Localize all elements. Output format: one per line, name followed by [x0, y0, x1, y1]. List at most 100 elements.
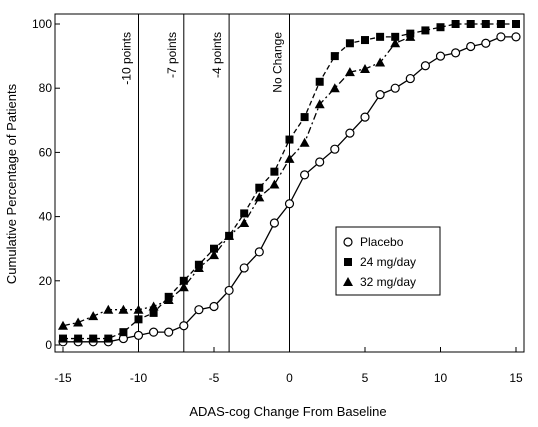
y-tick-label: 0: [45, 338, 52, 352]
32mg-point: [390, 38, 401, 48]
y-tick-label: 80: [39, 81, 53, 95]
32mg-point: [73, 317, 84, 327]
x-tick-label: 15: [509, 371, 523, 385]
24mg-point: [466, 20, 475, 28]
placebo-point: [254, 247, 264, 257]
24mg-point: [270, 167, 279, 176]
32mg-point: [178, 282, 189, 292]
32mg-point: [344, 67, 355, 77]
x-tick-label: 10: [434, 371, 448, 385]
x-tick-label: 0: [286, 371, 293, 385]
x-tick-label: -10: [130, 371, 148, 385]
y-tick-label: 60: [39, 145, 53, 159]
24mg-point: [74, 334, 83, 343]
placebo-point: [451, 48, 461, 58]
placebo-point: [345, 128, 355, 138]
reference-line-label: -4 points: [210, 32, 224, 78]
y-tick-label: 100: [32, 17, 52, 31]
24mg-point: [481, 20, 490, 28]
placebo-point: [390, 83, 400, 93]
placebo-point: [209, 301, 219, 312]
placebo-point: [315, 157, 325, 167]
placebo-point: [343, 237, 353, 247]
32mg-point: [343, 277, 353, 286]
reference-line-label: -10 points: [120, 32, 134, 85]
32mg-point: [163, 295, 174, 305]
32mg-point: [284, 153, 295, 163]
24mg-point: [300, 113, 309, 122]
32mg-point: [148, 301, 159, 311]
x-tick-label: 5: [362, 371, 369, 385]
24mg-point: [149, 308, 158, 317]
reference-lines: -10 points -7 points -4 points No Change: [120, 14, 290, 352]
24mg-point: [59, 334, 67, 343]
24mg-point: [344, 258, 352, 266]
legend-label: Placebo: [360, 235, 404, 249]
placebo-point: [164, 327, 174, 337]
24mg-point: [89, 334, 98, 343]
24mg-point: [512, 20, 520, 28]
32mg-point: [103, 304, 114, 314]
32mg-point: [209, 250, 219, 260]
32mg-point: [133, 304, 144, 314]
y-tick-label: 40: [39, 210, 53, 224]
y-axis-title: Cumulative Percentage of Patients: [4, 83, 19, 284]
24mg-point: [376, 32, 385, 41]
placebo-point: [435, 51, 446, 61]
24mg-point: [134, 315, 143, 324]
24mg-point: [285, 135, 294, 144]
32mg-point: [118, 304, 129, 314]
x-tick-label: -5: [209, 371, 220, 385]
placebo-point: [466, 41, 476, 52]
x-axis-title: ADAS-cog Change From Baseline: [189, 404, 386, 419]
24mg-point: [421, 26, 430, 35]
legend-label: 24 mg/day: [360, 255, 416, 269]
axis-ticks: -15 -10 -5 0 5 10 15 0 20 40 60 80 100: [32, 17, 523, 385]
24mg-point: [496, 20, 505, 28]
legend-box: [335, 226, 441, 296]
32mg-point: [58, 320, 68, 330]
placebo-point: [149, 327, 159, 337]
placebo-point: [405, 73, 415, 84]
placebo-point: [420, 61, 430, 71]
y-tick-label: 20: [39, 274, 53, 288]
series-markers: [58, 20, 521, 347]
24mg-point: [240, 209, 249, 218]
x-tick-label: -15: [54, 371, 72, 385]
24mg-point: [330, 52, 339, 61]
32mg-point: [224, 230, 235, 240]
placebo-point: [194, 305, 204, 315]
placebo-point: [269, 218, 279, 228]
24mg-point: [361, 36, 369, 45]
placebo-point: [224, 285, 234, 296]
24mg-point: [255, 183, 264, 192]
placebo-point: [300, 170, 310, 180]
placebo-point: [284, 199, 295, 209]
32mg-point: [254, 192, 265, 202]
24mg-point: [104, 334, 113, 343]
legend: Placebo 24 mg/day 32 mg/day: [335, 226, 441, 296]
placebo-point: [360, 112, 370, 122]
32mg-point: [299, 137, 310, 147]
32mg-point: [88, 311, 99, 321]
32mg-point: [269, 179, 280, 189]
placebo-point: [330, 144, 340, 154]
32mg-point: [360, 63, 370, 73]
32mg-point: [314, 99, 325, 109]
24mg-point: [451, 20, 460, 28]
24mg-point: [119, 328, 128, 337]
24mg-point: [436, 23, 445, 32]
32mg-point: [193, 262, 204, 272]
placebo-point: [179, 321, 189, 331]
24mg-point: [210, 244, 218, 253]
legend-label: 32 mg/day: [360, 275, 416, 289]
24mg-point: [391, 32, 400, 41]
32mg-point: [405, 31, 416, 41]
24mg-point: [315, 77, 324, 86]
32mg-point: [239, 218, 250, 228]
placebo-point: [375, 90, 385, 100]
placebo-point: [511, 32, 521, 42]
32mg-point: [375, 57, 386, 67]
32mg-point: [329, 83, 340, 93]
